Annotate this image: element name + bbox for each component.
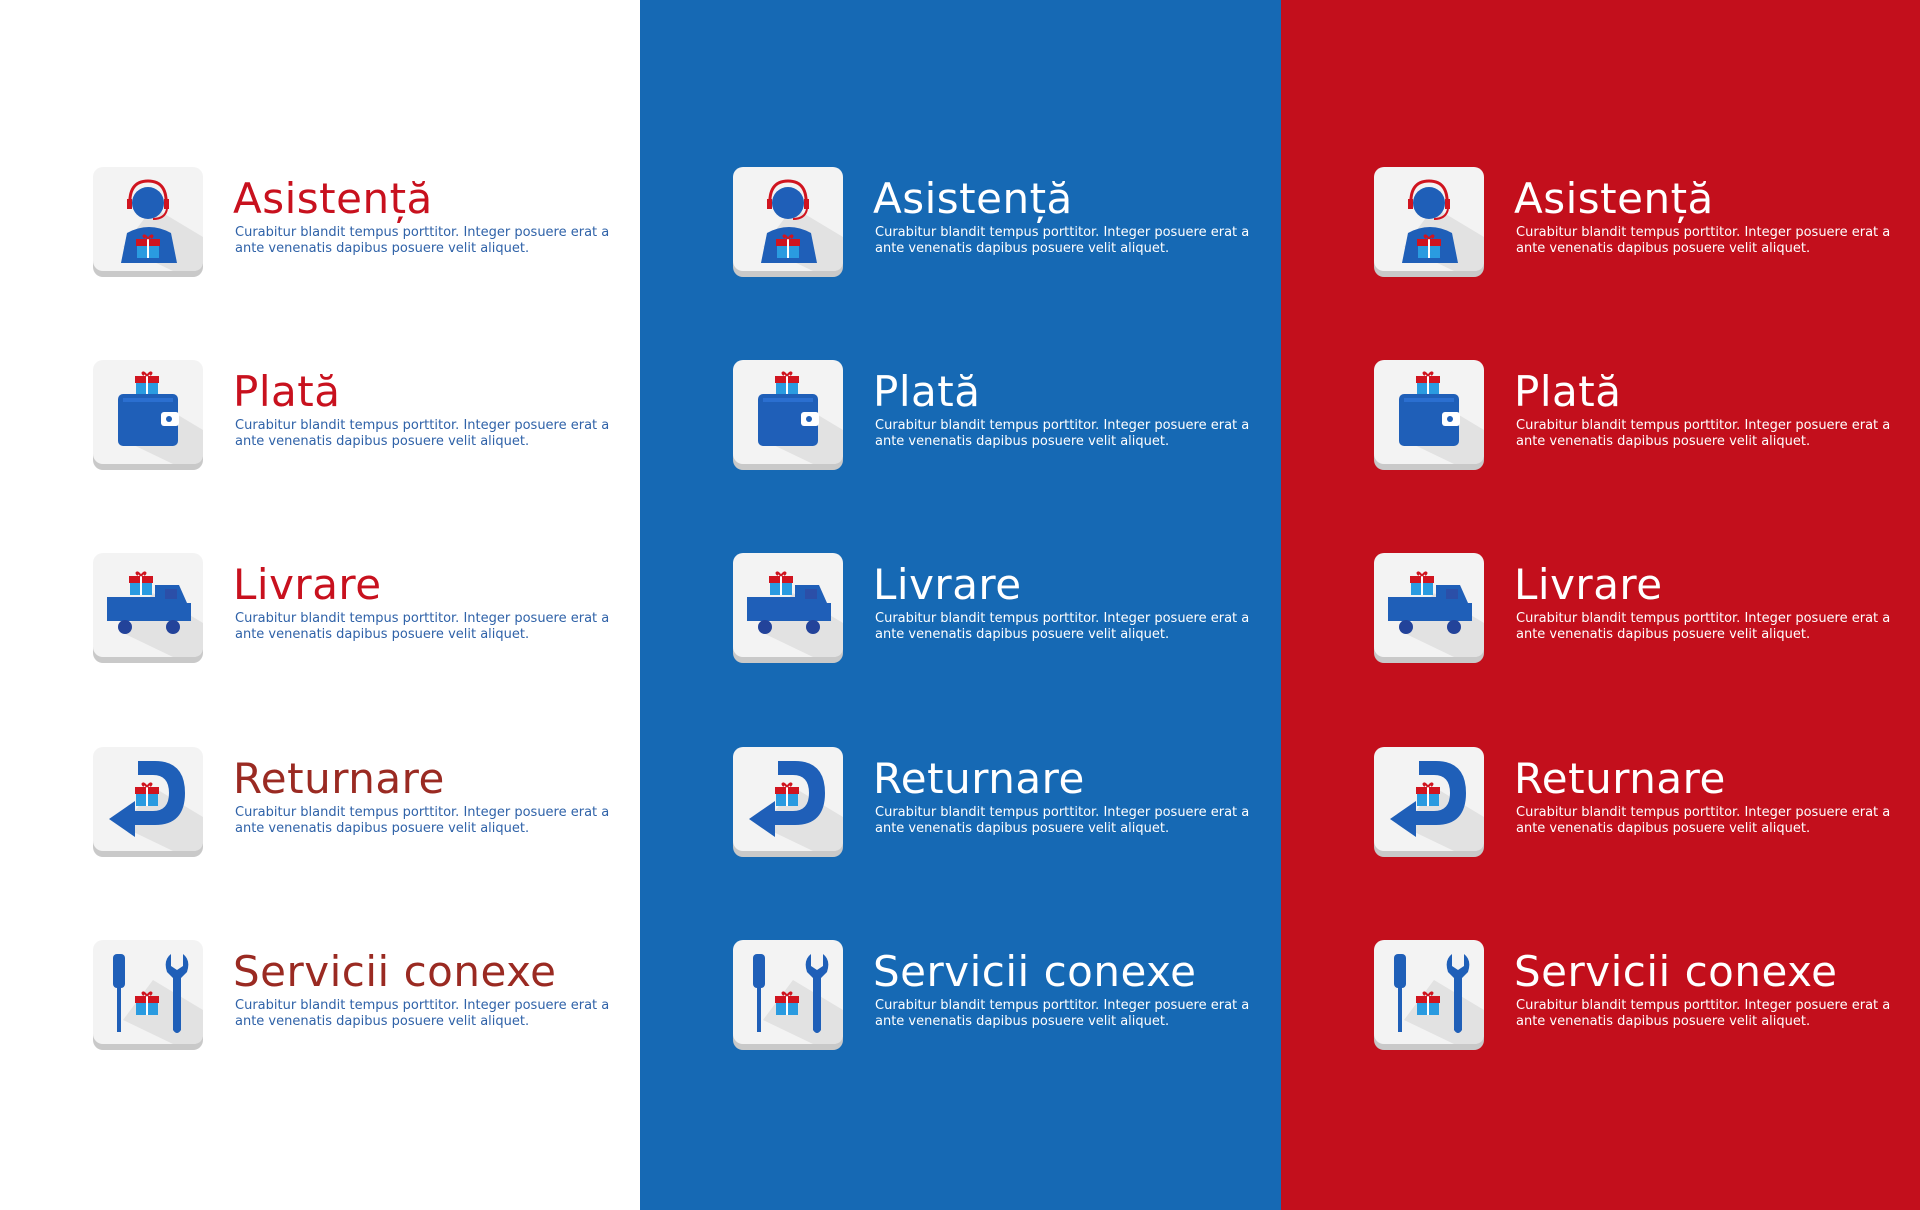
support-agent-icon — [93, 167, 203, 277]
feature-item: Asistență Curabitur blandit tempus portt… — [1374, 167, 1894, 279]
wallet-gift-icon — [733, 360, 843, 470]
feature-title: Plată — [233, 367, 341, 416]
feature-description: Curabitur blandit tempus porttitor. Inte… — [875, 998, 1250, 1029]
tools-icon — [733, 940, 843, 1050]
feature-title: Livrare — [873, 560, 1022, 609]
feature-item: Returnare Curabitur blandit tempus portt… — [1374, 747, 1894, 859]
feature-description: Curabitur blandit tempus porttitor. Inte… — [235, 611, 610, 642]
feature-title: Plată — [1514, 367, 1622, 416]
tools-icon — [93, 940, 203, 1050]
feature-description: Curabitur blandit tempus porttitor. Inte… — [235, 998, 610, 1029]
feature-item: Servicii conexe Curabitur blandit tempus… — [1374, 940, 1894, 1052]
feature-description: Curabitur blandit tempus porttitor. Inte… — [875, 418, 1250, 449]
feature-description: Curabitur blandit tempus porttitor. Inte… — [235, 418, 610, 449]
feature-title: Livrare — [1514, 560, 1663, 609]
feature-item: Plată Curabitur blandit tempus porttitor… — [93, 360, 613, 472]
feature-title: Servicii conexe — [233, 947, 557, 996]
return-arrow-icon — [93, 747, 203, 857]
feature-title: Returnare — [233, 754, 445, 803]
feature-title: Returnare — [873, 754, 1085, 803]
feature-description: Curabitur blandit tempus porttitor. Inte… — [1516, 805, 1891, 836]
feature-description: Curabitur blandit tempus porttitor. Inte… — [875, 611, 1250, 642]
feature-item: Livrare Curabitur blandit tempus porttit… — [733, 553, 1253, 665]
feature-item: Livrare Curabitur blandit tempus porttit… — [93, 553, 613, 665]
feature-item: Plată Curabitur blandit tempus porttitor… — [733, 360, 1253, 472]
feature-title: Servicii conexe — [873, 947, 1197, 996]
feature-title: Asistență — [233, 174, 433, 223]
delivery-truck-icon — [93, 553, 203, 663]
feature-description: Curabitur blandit tempus porttitor. Inte… — [235, 805, 610, 836]
panel-blue: Asistență Curabitur blandit tempus portt… — [640, 0, 1281, 1210]
delivery-truck-icon — [733, 553, 843, 663]
return-arrow-icon — [733, 747, 843, 857]
feature-description: Curabitur blandit tempus porttitor. Inte… — [1516, 225, 1891, 256]
feature-title: Servicii conexe — [1514, 947, 1838, 996]
feature-title: Returnare — [1514, 754, 1726, 803]
tools-icon — [1374, 940, 1484, 1050]
feature-title: Asistență — [1514, 174, 1714, 223]
feature-title: Plată — [873, 367, 981, 416]
panel-white: Asistență Curabitur blandit tempus portt… — [0, 0, 640, 1210]
feature-description: Curabitur blandit tempus porttitor. Inte… — [1516, 418, 1891, 449]
feature-item: Asistență Curabitur blandit tempus portt… — [733, 167, 1253, 279]
panel-red: Asistență Curabitur blandit tempus portt… — [1281, 0, 1920, 1210]
feature-description: Curabitur blandit tempus porttitor. Inte… — [875, 805, 1250, 836]
feature-item: Returnare Curabitur blandit tempus portt… — [93, 747, 613, 859]
feature-item: Returnare Curabitur blandit tempus portt… — [733, 747, 1253, 859]
wallet-gift-icon — [93, 360, 203, 470]
feature-description: Curabitur blandit tempus porttitor. Inte… — [235, 225, 610, 256]
feature-item: Servicii conexe Curabitur blandit tempus… — [93, 940, 613, 1052]
wallet-gift-icon — [1374, 360, 1484, 470]
delivery-truck-icon — [1374, 553, 1484, 663]
feature-title: Asistență — [873, 174, 1073, 223]
feature-description: Curabitur blandit tempus porttitor. Inte… — [1516, 611, 1891, 642]
support-agent-icon — [733, 167, 843, 277]
feature-item: Servicii conexe Curabitur blandit tempus… — [733, 940, 1253, 1052]
feature-description: Curabitur blandit tempus porttitor. Inte… — [1516, 998, 1891, 1029]
support-agent-icon — [1374, 167, 1484, 277]
feature-title: Livrare — [233, 560, 382, 609]
feature-item: Livrare Curabitur blandit tempus porttit… — [1374, 553, 1894, 665]
return-arrow-icon — [1374, 747, 1484, 857]
feature-description: Curabitur blandit tempus porttitor. Inte… — [875, 225, 1250, 256]
feature-item: Asistență Curabitur blandit tempus portt… — [93, 167, 613, 279]
feature-item: Plată Curabitur blandit tempus porttitor… — [1374, 360, 1894, 472]
